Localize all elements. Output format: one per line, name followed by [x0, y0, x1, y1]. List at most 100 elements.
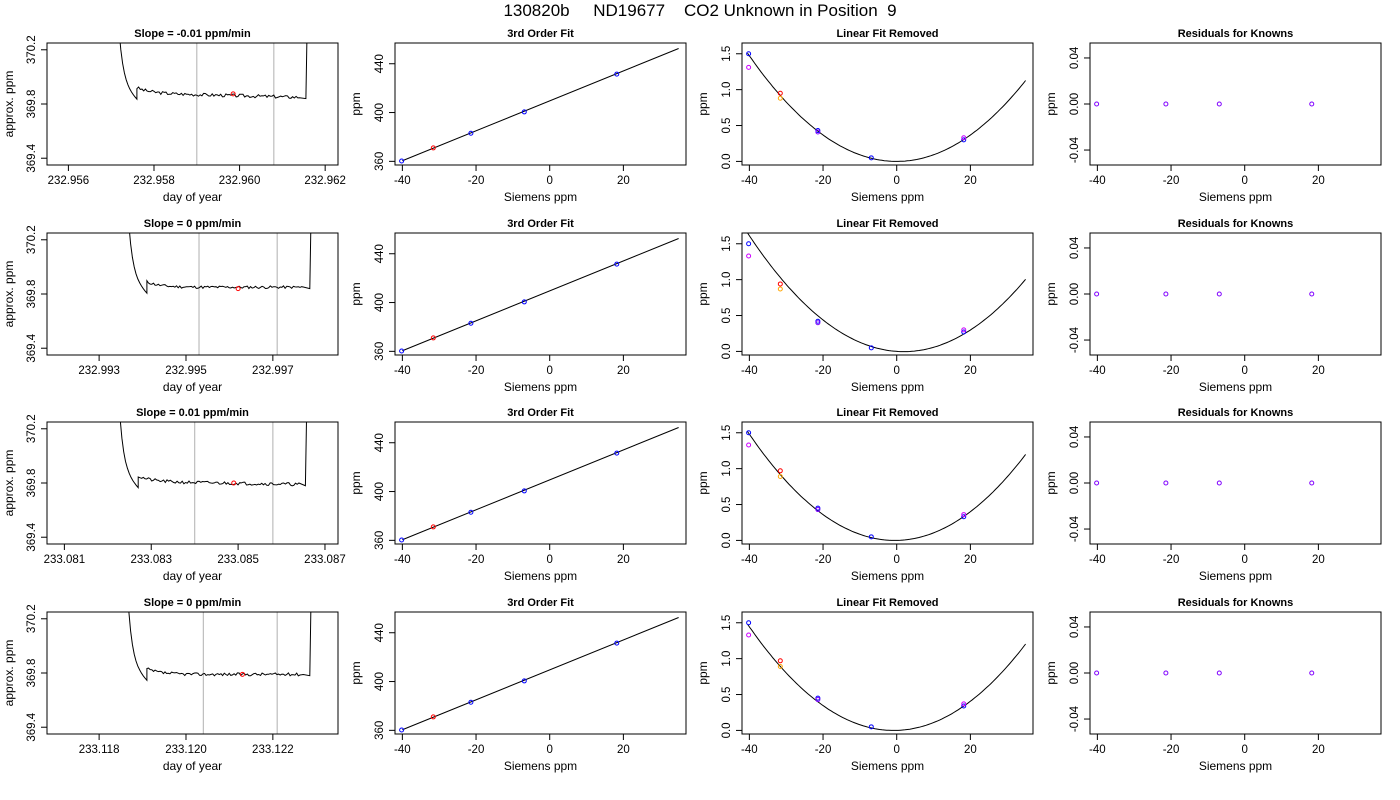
- data-point: [1216, 670, 1222, 676]
- x-axis-label: Siemens ppm: [504, 380, 577, 394]
- y-tick-label: 370.2: [26, 225, 38, 254]
- y-tick-label: 1.0: [721, 82, 733, 98]
- data-point: [1309, 480, 1315, 486]
- x-tick-label: 233.120: [165, 744, 207, 756]
- plot-area: [399, 48, 679, 164]
- data-point: [521, 299, 527, 305]
- x-tick-label: 233.081: [44, 554, 86, 566]
- chart-residuals-row-3: Residuals for Knowns Siemens ppm ppm -40 -20…: [1044, 407, 1382, 583]
- chart-fit-row-3: 3rd Order Fit Siemens ppm ppm -40 -20 0 20 360 4…: [349, 407, 687, 583]
- x-tick-label: -20: [1163, 554, 1180, 566]
- fit-line: [402, 617, 679, 731]
- x-axis-label: Siemens ppm: [504, 190, 577, 204]
- y-tick-label: 400: [374, 482, 386, 501]
- quadratic-curve: [747, 623, 1026, 731]
- data-point: [746, 620, 752, 626]
- x-axis-label: day of year: [163, 759, 222, 773]
- y-axis-label: approx. ppm: [2, 640, 16, 707]
- y-axis-label: ppm: [1044, 282, 1058, 305]
- x-tick-label: 20: [617, 175, 630, 187]
- y-tick-label: 0.00: [1069, 472, 1081, 494]
- chart-title: Residuals for Knowns: [1178, 597, 1294, 609]
- y-tick-label: 440: [374, 433, 386, 452]
- chart-title: Residuals for Knowns: [1178, 407, 1294, 419]
- y-axis-label: ppm: [1044, 471, 1058, 494]
- chart-residuals-row-4: Residuals for Knowns Siemens ppm ppm -40 -20…: [1044, 597, 1382, 773]
- data-point: [961, 701, 967, 707]
- chart-fit-row-2: 3rd Order Fit Siemens ppm ppm -40 -20 0 20 360 4…: [349, 218, 687, 394]
- plot-frame: [394, 611, 687, 735]
- y-axis-label: ppm: [696, 92, 710, 115]
- x-axis-label: Siemens ppm: [1199, 759, 1272, 773]
- plot-frame: [394, 42, 687, 166]
- y-axis-label: ppm: [349, 282, 363, 305]
- data-point: [746, 64, 752, 70]
- x-tick-label: 0: [1242, 744, 1248, 756]
- x-tick-label: 0: [894, 175, 900, 187]
- quadratic-curve: [747, 431, 1026, 541]
- x-tick-label: 232.960: [219, 175, 261, 187]
- plot-frame: [1089, 232, 1382, 356]
- chart-title: Residuals for Knowns: [1178, 218, 1294, 230]
- y-tick-label: 370.2: [26, 35, 38, 64]
- y-tick-label: 400: [374, 103, 386, 122]
- chart-linear_removed-row-3: Linear Fit Removed Siemens ppm ppm -40 -20 0 2…: [696, 407, 1034, 583]
- fit-line: [402, 427, 679, 541]
- y-tick-label: 369.4: [26, 522, 38, 551]
- x-tick-label: -40: [741, 365, 758, 377]
- data-point: [746, 51, 752, 57]
- chart-linear_removed-row-1: Linear Fit Removed Siemens ppm ppm -40 -20 0 2…: [696, 28, 1034, 204]
- data-point: [1216, 101, 1222, 107]
- ppm-trace-line: [119, 422, 307, 489]
- y-tick-label: 0.04: [1069, 425, 1081, 448]
- y-tick-label: 369.8: [26, 659, 38, 688]
- data-point: [614, 640, 620, 646]
- data-point: [430, 714, 436, 720]
- y-tick-label: 1.0: [721, 651, 733, 667]
- y-axis-label: ppm: [1044, 92, 1058, 115]
- chart-title: Slope = 0.01 ppm/min: [136, 407, 249, 419]
- x-axis-label: day of year: [163, 380, 222, 394]
- data-point: [815, 697, 821, 703]
- data-point: [1216, 480, 1222, 486]
- x-tick-label: -20: [468, 175, 485, 187]
- data-point: [961, 329, 967, 335]
- data-point: [868, 724, 874, 730]
- data-point: [777, 90, 783, 96]
- chart-title: Linear Fit Removed: [836, 28, 938, 40]
- y-tick-label: 369.4: [26, 143, 38, 172]
- x-tick-label: 20: [964, 554, 977, 566]
- y-tick-label: 1.5: [721, 615, 733, 631]
- data-point: [399, 158, 405, 164]
- x-tick-label: 20: [964, 744, 977, 756]
- data-point: [868, 155, 874, 161]
- x-tick-label: 0: [1242, 554, 1248, 566]
- x-tick-label: 0: [1242, 365, 1248, 377]
- x-tick-label: 0: [1242, 175, 1248, 187]
- x-tick-label: 0: [547, 744, 553, 756]
- plot-area: [128, 612, 312, 734]
- x-tick-label: 232.995: [165, 365, 207, 377]
- y-tick-label: 370.2: [26, 604, 38, 633]
- x-tick-label: 233.085: [217, 554, 259, 566]
- plot-frame: [1089, 42, 1382, 166]
- y-tick-label: 400: [374, 293, 386, 312]
- data-point: [1309, 291, 1315, 297]
- x-tick-label: 20: [617, 554, 630, 566]
- y-tick-label: 440: [374, 54, 386, 73]
- data-point: [614, 261, 620, 267]
- x-tick-label: -40: [1089, 175, 1106, 187]
- data-point: [614, 450, 620, 456]
- y-tick-label: 360: [374, 721, 386, 740]
- chart-linear_removed-row-2: Linear Fit Removed Siemens ppm ppm -40 -20 0 2…: [696, 218, 1034, 394]
- x-tick-label: 0: [894, 554, 900, 566]
- data-point: [614, 71, 620, 77]
- x-axis-label: Siemens ppm: [851, 569, 924, 583]
- data-point: [521, 488, 527, 494]
- data-point: [815, 320, 821, 326]
- x-tick-label: 0: [547, 175, 553, 187]
- chart-title: 3rd Order Fit: [507, 597, 574, 609]
- data-point: [961, 137, 967, 143]
- x-tick-label: 232.962: [304, 175, 346, 187]
- x-tick-label: -20: [1163, 744, 1180, 756]
